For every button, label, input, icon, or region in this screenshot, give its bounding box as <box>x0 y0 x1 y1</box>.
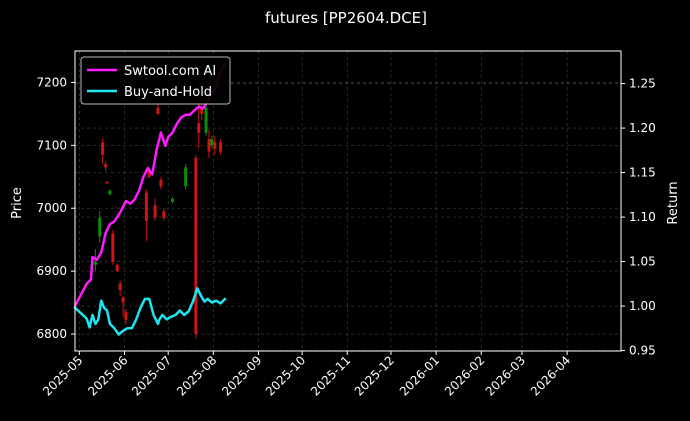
candle-body <box>105 181 109 184</box>
right-tick-label: 0.95 <box>629 344 656 358</box>
left-tick-label: 7200 <box>36 75 67 89</box>
left-tick-label: 6800 <box>36 327 67 341</box>
candle-body <box>121 297 125 303</box>
right-axis-ticks: 0.95 1.00 1.05 1.10 1.15 1.20 1.25 <box>621 77 656 358</box>
candle-body <box>184 167 188 187</box>
plot-frame <box>74 50 622 352</box>
chart-title: futures [PP2604.DCE] <box>265 9 427 27</box>
right-tick-label: 1.20 <box>629 121 656 135</box>
candle-body <box>210 139 214 146</box>
candle-body <box>144 192 148 221</box>
right-tick-label: 1.05 <box>629 255 656 269</box>
right-tick-label: 1.15 <box>629 166 656 180</box>
candle-body <box>194 157 198 335</box>
strategy-line <box>73 62 227 308</box>
right-tick-label: 1.00 <box>629 299 656 313</box>
left-tick-label: 7100 <box>36 138 67 152</box>
left-tick-label: 6900 <box>36 264 67 278</box>
candle-body <box>124 312 128 321</box>
left-tick-label: 7000 <box>36 201 67 215</box>
candle-body <box>153 205 157 218</box>
candle-body <box>207 139 211 152</box>
candle-body <box>156 107 160 114</box>
candle-body <box>104 164 108 168</box>
candle-body <box>147 170 151 177</box>
candle-body <box>219 142 223 152</box>
legend-label-buy-hold: Buy-and-Hold <box>124 85 212 100</box>
left-axis-ticks: 6800 6900 7000 7100 7200 <box>36 75 75 341</box>
right-tick-label: 1.10 <box>629 210 656 224</box>
candle-body <box>93 261 97 265</box>
candle-body <box>108 190 112 195</box>
buy-hold-line <box>73 287 227 336</box>
candle-body <box>204 107 208 133</box>
y-axis-label-right: Return <box>666 181 681 224</box>
candle-body <box>200 107 204 114</box>
candle-body <box>101 142 105 155</box>
candle-body <box>111 233 115 262</box>
candle-body <box>213 142 217 149</box>
legend: Swtool.com AI Buy-and-Hold <box>80 56 231 105</box>
candle-body <box>118 283 122 290</box>
candle-body <box>171 198 175 202</box>
candle-body <box>162 211 166 218</box>
series-layer <box>73 62 227 336</box>
legend-label-strategy: Swtool.com AI <box>124 64 216 79</box>
y-axis-label-left: Price <box>10 187 25 219</box>
candle-body <box>197 123 201 133</box>
right-tick-label: 1.25 <box>629 77 656 91</box>
legend-box <box>80 56 231 105</box>
candle-body <box>159 179 163 187</box>
candle-body <box>98 217 102 237</box>
candle-body <box>115 264 119 272</box>
